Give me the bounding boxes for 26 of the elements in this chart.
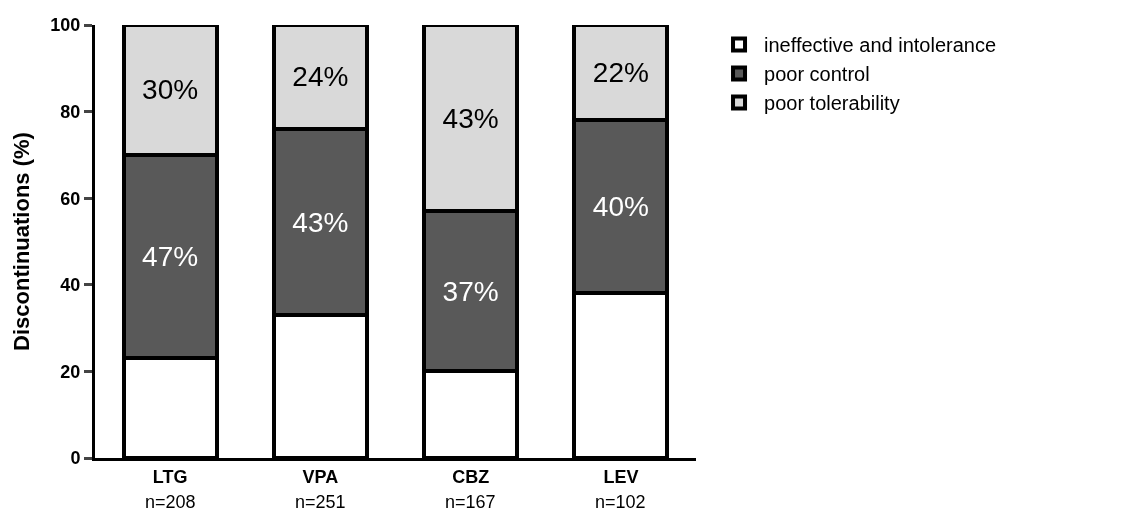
y-tick-label: 60 [60, 188, 81, 209]
y-tick-label: 80 [60, 101, 81, 122]
legend-label: poor tolerability [764, 92, 900, 115]
x-tick-label: VPA [302, 466, 339, 487]
data-label: 47% [142, 241, 199, 273]
y-tick-label: 100 [50, 15, 81, 36]
data-label: 24% [292, 61, 349, 93]
y-axis-title: Discontinuations (%) [9, 132, 35, 351]
text: n=102 [595, 492, 646, 512]
legend-label: poor control [764, 63, 870, 86]
text: n=167 [445, 492, 496, 512]
text: n=208 [145, 492, 196, 512]
y-tick-label: 40 [60, 275, 81, 296]
x-tick-label: CBZ [452, 466, 490, 487]
text: n=251 [295, 492, 346, 512]
x-tick-label: LTG [152, 466, 188, 487]
data-label: 43% [292, 206, 349, 238]
y-tick-label: 0 [70, 448, 81, 469]
data-label: 37% [442, 275, 499, 307]
data-label: 22% [592, 57, 649, 89]
data-label: 43% [442, 102, 499, 134]
y-tick-label: 20 [60, 361, 81, 382]
x-tick-label: LEV [603, 466, 639, 487]
data-label: 30% [142, 74, 199, 106]
data-label: 40% [592, 191, 649, 223]
legend-label: ineffective and intolerance [764, 34, 997, 57]
